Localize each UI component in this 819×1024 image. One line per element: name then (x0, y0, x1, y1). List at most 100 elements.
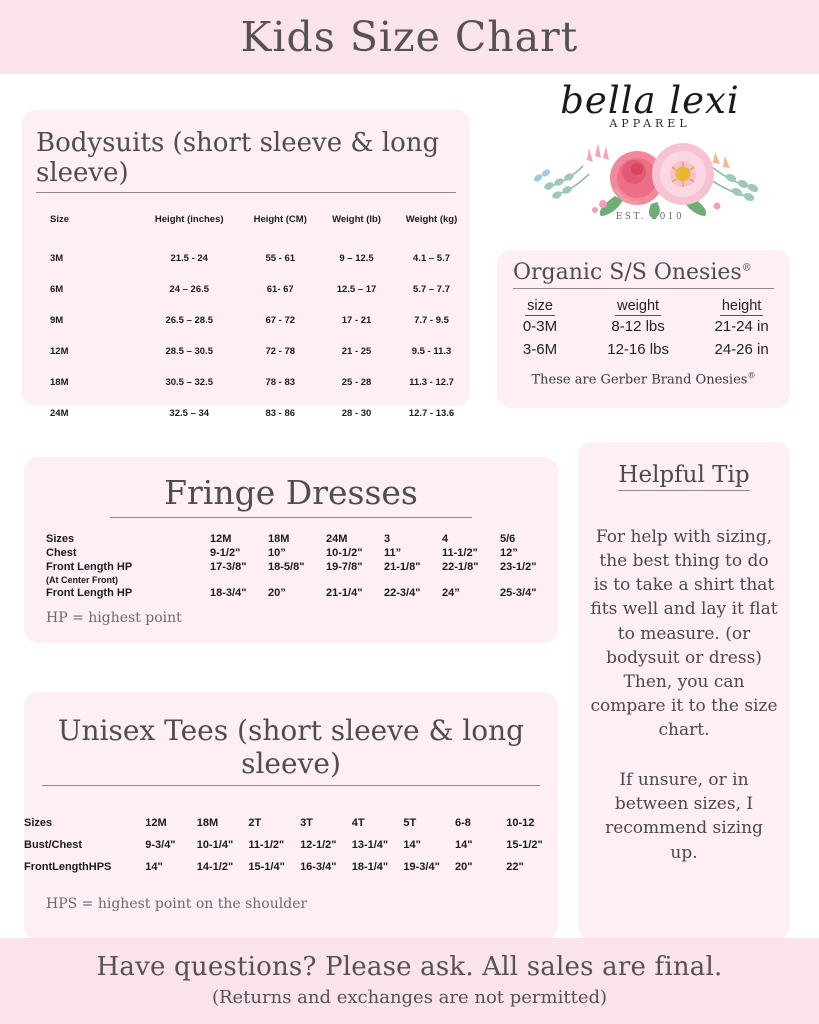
cell-weight-lb: 17 - 21 (341, 315, 372, 326)
cell-value: 12M (210, 533, 232, 545)
cell-weight-kg: 12.7 - 13.6 (408, 408, 455, 419)
table-row: Sizes 12M 18M 24M 3 4 5/6 (24, 532, 558, 546)
row-label: Bust/Chest (24, 839, 83, 851)
cell-value: 20” (268, 587, 286, 599)
cell-value (442, 574, 500, 586)
cell-weight-lb: 21 - 25 (341, 346, 372, 357)
cell-height-cm: 78 - 83 (265, 377, 296, 388)
cell-value: 18M (268, 533, 290, 545)
table-row: 24M 32.5 – 34 83 - 86 28 - 30 12.7 - 13.… (22, 398, 470, 429)
cell-height-in: 30.5 – 32.5 (165, 377, 213, 388)
cell-value: 12-1/2" (300, 839, 337, 851)
cell-value: 10-12 (506, 817, 535, 829)
cell-size: 0-3M (522, 318, 558, 335)
cell-weight: 12-16 lbs (607, 341, 669, 358)
registered-mark-icon: ® (747, 371, 756, 380)
column-header-weight-kg: Weight (kg) (405, 214, 458, 225)
cell-height-in: 21.5 - 24 (170, 253, 208, 264)
cell-height-cm: 67 - 72 (265, 315, 296, 326)
cell-size: 3M (50, 253, 64, 264)
cell-value: 15-1/4" (248, 861, 285, 873)
fringe-dresses-card: Fringe Dresses Sizes 12M 18M 24M 3 4 5/6… (24, 457, 558, 643)
column-header-height: height (719, 298, 764, 316)
cell-size: 3-6M (522, 341, 558, 358)
fringe-dresses-table: Sizes 12M 18M 24M 3 4 5/6 Chest 9-1/2" 1… (24, 532, 558, 600)
cell-size: 9M (50, 315, 64, 326)
cell-size: 24M (50, 408, 69, 419)
column-header-weight: weight (615, 298, 662, 316)
page-title: Kids Size Chart (240, 12, 579, 61)
cell-value: 9-3/4" (145, 839, 176, 851)
column-header-weight-lb: Weight (lb) (332, 214, 381, 225)
cell-value: 5T (403, 817, 417, 829)
cell-value: 14" (145, 861, 163, 873)
cell-value: 3T (300, 817, 313, 829)
cell-height: 24-26 in (714, 341, 769, 358)
table-row: 3M 21.5 - 24 55 - 61 9 – 12.5 4.1 – 5.7 (22, 243, 470, 274)
fringe-dresses-title: Fringe Dresses (110, 473, 472, 518)
table-row: Bust/Chest 9-3/4" 10-1/4" 11-1/2" 12-1/2… (24, 834, 558, 856)
table-row: FrontLengthHPS 14" 14-1/2" 15-1/4" 16-3/… (24, 856, 558, 878)
cell-value: 12M (145, 817, 167, 829)
cell-value: 13-1/4" (351, 839, 389, 851)
cell-value: 19-7/8" (326, 561, 363, 573)
cell-size: 18M (50, 377, 69, 388)
cell-value: 10-1/4" (196, 839, 234, 851)
cell-weight-kg: 9.5 - 11.3 (411, 346, 452, 357)
cell-height-in: 32.5 – 34 (169, 408, 210, 419)
row-label: Chest (46, 547, 77, 559)
cell-weight-lb: 12.5 – 17 (336, 284, 377, 295)
column-header-size: size (525, 298, 555, 316)
cell-size: 6M (50, 284, 64, 295)
cell-height-cm: 72 - 78 (265, 346, 296, 357)
row-label: Front Length HP (46, 587, 133, 599)
organic-onesies-card: Organic S/S Onesies® size weight height … (497, 250, 790, 408)
footer-band: Have questions? Please ask. All sales ar… (0, 938, 819, 1024)
cell-value (384, 574, 442, 586)
cell-value: 14-1/2" (196, 861, 234, 873)
cell-weight-kg: 5.7 – 7.7 (413, 284, 450, 295)
cell-value: 14" (455, 839, 473, 851)
cell-height-in: 28.5 – 30.5 (165, 346, 213, 357)
cell-height-cm: 61- 67 (266, 284, 294, 295)
cell-value: 9-1/2" (210, 547, 241, 559)
cell-value: 4T (351, 817, 365, 829)
cell-size: 12M (50, 346, 69, 357)
cell-value: 21-1/8" (384, 561, 421, 573)
cell-value: 10” (268, 547, 286, 559)
cell-height-in: 26.5 – 28.5 (165, 315, 213, 326)
cell-value: 2T (248, 817, 262, 829)
table-row: Front Length HP 18-3/4" 20” 21-1/4" 22-3… (24, 586, 558, 600)
cell-value: 18-5/8" (268, 561, 305, 573)
table-row: Sizes 12M 18M 2T 3T 4T 5T 6-8 10-12 (24, 812, 558, 834)
cell-value: 16-3/4" (300, 861, 337, 873)
bodysuits-title: Bodysuits (short sleeve & long sleeve) (36, 128, 456, 193)
table-header-row: size weight height (497, 297, 790, 316)
brand-logo: bella lexi APPAREL (505, 82, 795, 250)
cell-value: 4 (442, 533, 449, 545)
cell-value: 11-1/2" (442, 547, 478, 559)
cell-value: 23-1/2" (500, 561, 537, 573)
cell-weight-lb: 28 - 30 (341, 408, 372, 419)
cell-weight: 8-12 lbs (611, 318, 665, 335)
cell-weight-lb: 9 – 12.5 (339, 253, 374, 264)
row-label: Front Length HP (46, 561, 133, 573)
logo-apparel-text: APPAREL (609, 117, 691, 130)
cell-value: 15-1/2" (506, 839, 543, 851)
cell-value: 22-3/4" (384, 587, 421, 599)
cell-value: 20" (455, 861, 473, 873)
table-row: 3-6M 12-16 lbs 24-26 in (497, 338, 790, 361)
organic-onesies-note: These are Gerber Brand Onesies® (497, 371, 790, 387)
table-row: 18M 30.5 – 32.5 78 - 83 25 - 28 11.3 - 1… (22, 367, 470, 398)
unisex-tees-table: Sizes 12M 18M 2T 3T 4T 5T 6-8 10-12 Bust… (24, 812, 558, 878)
cell-value: 11” (384, 547, 402, 559)
row-label: Sizes (46, 533, 75, 545)
unisex-tees-note: HPS = highest point on the shoulder (46, 896, 308, 912)
column-header-size: Size (50, 214, 70, 225)
header-band: Kids Size Chart (0, 0, 819, 74)
cell-value: 14" (403, 839, 421, 851)
organic-onesies-title: Organic S/S Onesies® (513, 260, 774, 289)
floral-bouquet-icon (505, 126, 795, 218)
table-row: 12M 28.5 – 30.5 72 - 78 21 - 25 9.5 - 11… (22, 336, 470, 367)
cell-value: 3 (384, 533, 391, 545)
